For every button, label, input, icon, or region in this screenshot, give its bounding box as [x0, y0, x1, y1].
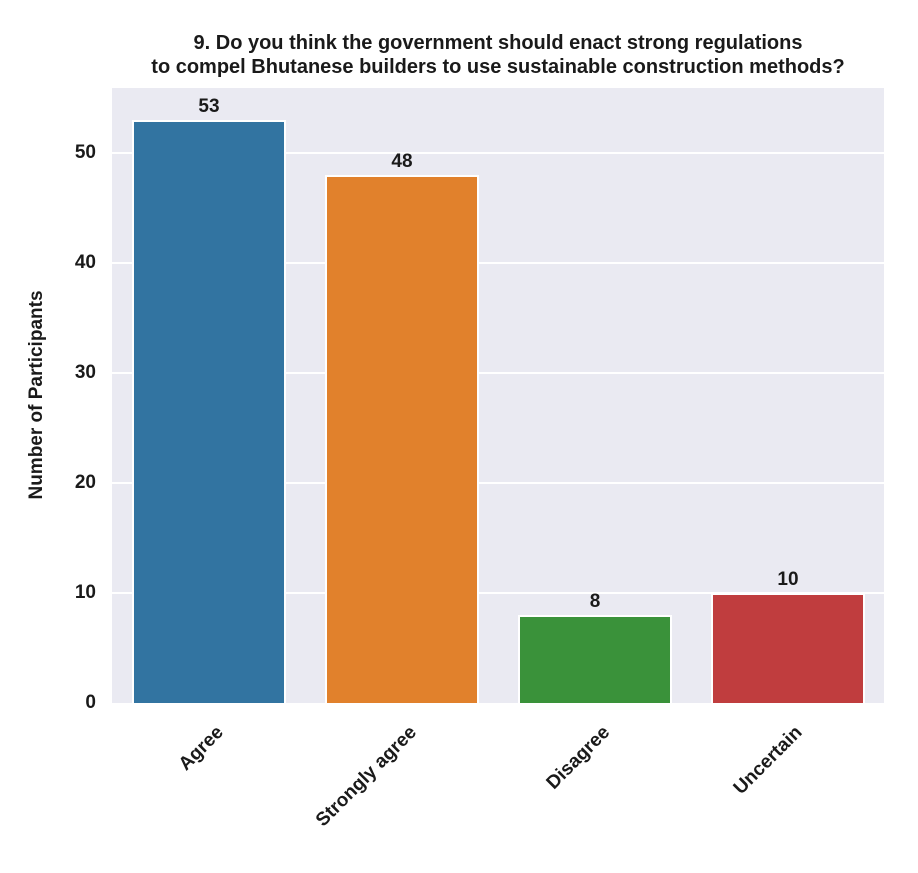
y-tick-0: 0: [85, 692, 96, 713]
gridline-y-30: [112, 371, 884, 374]
chart-title: 9. Do you think the government should en…: [112, 31, 884, 79]
y-tick-30: 30: [74, 362, 96, 383]
x-tick-agree: Agree: [174, 722, 228, 775]
gridline-y-10: [112, 591, 884, 594]
x-tick-uncertain: Uncertain: [730, 722, 807, 799]
y-tick-50: 50: [74, 142, 96, 163]
bar-value-disagree: 8: [589, 591, 601, 612]
bar-value-agree: 53: [198, 96, 220, 117]
y-tick-20: 20: [74, 472, 96, 493]
bar-value-uncertain: 10: [777, 569, 799, 590]
x-tick-strongly-agree: Strongly agree: [311, 722, 421, 831]
chart-title-line1: 9. Do you think the government should en…: [193, 32, 803, 54]
bar-agree: [132, 120, 286, 703]
plot-area: [112, 88, 884, 703]
bar-value-strongly-agree: 48: [391, 151, 413, 172]
gridline-y-40: [112, 261, 884, 264]
gridline-y-50: [112, 151, 884, 154]
bar-uncertain: [711, 593, 865, 703]
gridline-y-20: [112, 481, 884, 484]
x-tick-disagree: Disagree: [542, 722, 614, 794]
y-tick-40: 40: [74, 252, 96, 273]
y-tick-10: 10: [74, 582, 96, 603]
bar-strongly-agree: [325, 175, 479, 703]
chart-title-line2: to compel Bhutanese builders to use sust…: [151, 56, 845, 78]
bar-disagree: [518, 615, 672, 703]
y-axis-label: Number of Participants: [26, 290, 47, 500]
